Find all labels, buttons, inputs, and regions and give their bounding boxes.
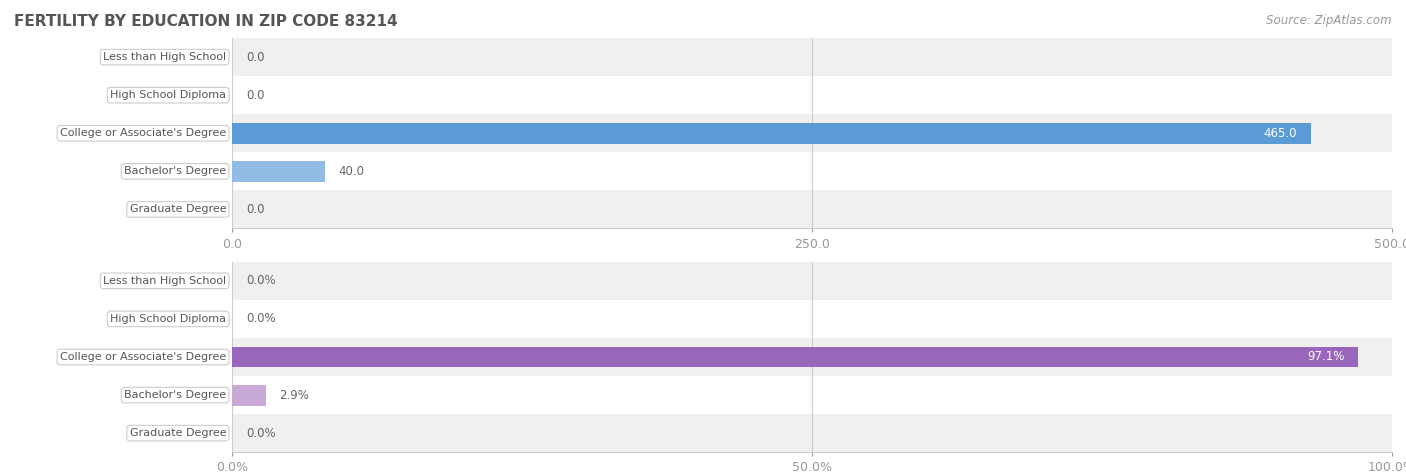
Bar (232, 347, 1358, 367)
Text: Graduate Degree: Graduate Degree (129, 204, 226, 215)
Text: 0.0: 0.0 (246, 89, 264, 102)
Bar (232, 190, 1392, 228)
Bar (232, 38, 1392, 76)
Bar (232, 161, 325, 182)
Text: 2.9%: 2.9% (280, 388, 309, 402)
Bar (232, 385, 266, 406)
Text: 0.0%: 0.0% (246, 426, 276, 440)
Text: 465.0: 465.0 (1264, 127, 1296, 140)
Text: 0.0%: 0.0% (246, 274, 276, 288)
Text: Source: ZipAtlas.com: Source: ZipAtlas.com (1267, 14, 1392, 27)
Bar (232, 376, 1392, 414)
Bar (232, 262, 1392, 300)
Text: Less than High School: Less than High School (103, 52, 226, 62)
Text: 0.0%: 0.0% (246, 312, 276, 326)
Bar (232, 300, 1392, 338)
Text: College or Associate's Degree: College or Associate's Degree (60, 128, 226, 139)
Bar (232, 123, 1310, 144)
Bar (232, 414, 1392, 452)
Text: 40.0: 40.0 (339, 165, 364, 178)
Text: Bachelor's Degree: Bachelor's Degree (124, 166, 226, 177)
Text: Bachelor's Degree: Bachelor's Degree (124, 390, 226, 400)
Text: High School Diploma: High School Diploma (110, 90, 226, 100)
Text: 0.0: 0.0 (246, 203, 264, 216)
Text: High School Diploma: High School Diploma (110, 314, 226, 324)
Bar (232, 152, 1392, 190)
Text: 0.0: 0.0 (246, 50, 264, 64)
Text: Graduate Degree: Graduate Degree (129, 428, 226, 438)
Text: College or Associate's Degree: College or Associate's Degree (60, 352, 226, 362)
Bar (232, 338, 1392, 376)
Text: FERTILITY BY EDUCATION IN ZIP CODE 83214: FERTILITY BY EDUCATION IN ZIP CODE 83214 (14, 14, 398, 30)
Bar (232, 76, 1392, 114)
Bar (232, 114, 1392, 152)
Text: 97.1%: 97.1% (1308, 350, 1344, 364)
Text: Less than High School: Less than High School (103, 276, 226, 286)
